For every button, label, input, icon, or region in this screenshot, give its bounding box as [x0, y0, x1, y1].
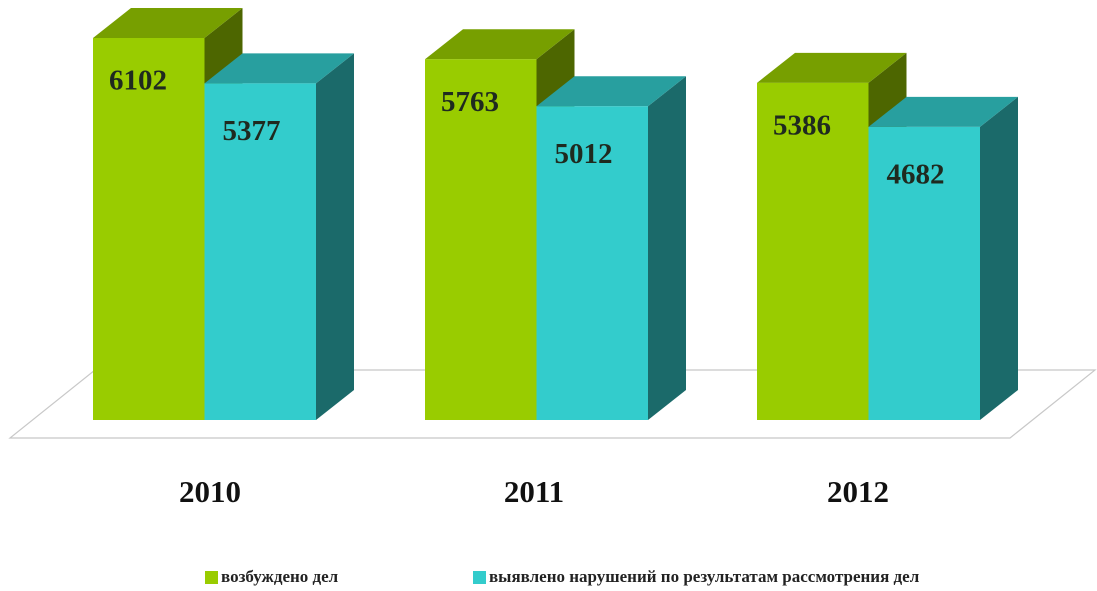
- bar: [425, 59, 537, 420]
- x-tick-label: 2012: [827, 474, 889, 509]
- x-tick-label: 2011: [504, 474, 564, 509]
- bar: [868, 126, 980, 420]
- bar: [204, 83, 316, 421]
- bar-top: [868, 96, 1018, 127]
- value-label: 4682: [887, 159, 945, 191]
- bar: [757, 82, 869, 420]
- bar-side: [980, 96, 1018, 420]
- value-label: 5012: [555, 138, 613, 170]
- bar-side: [316, 53, 354, 421]
- legend-swatch: [205, 571, 218, 584]
- value-label: 5763: [441, 86, 499, 118]
- bar-side: [648, 76, 686, 421]
- bar-top: [757, 52, 907, 83]
- bar-top: [536, 76, 686, 107]
- legend-label: возбуждено дел: [221, 567, 339, 586]
- value-label: 5377: [223, 115, 281, 147]
- bar-top: [425, 29, 575, 60]
- legend-swatch: [473, 571, 486, 584]
- value-label: 6102: [109, 65, 167, 97]
- bar: [93, 38, 205, 420]
- bar-top: [204, 53, 354, 84]
- bar: [536, 106, 648, 421]
- legend-label: выявлено нарушений по результатам рассмо…: [489, 567, 920, 586]
- x-tick-label: 2010: [179, 474, 241, 509]
- value-label: 5386: [773, 109, 831, 141]
- bar-top: [93, 8, 243, 38]
